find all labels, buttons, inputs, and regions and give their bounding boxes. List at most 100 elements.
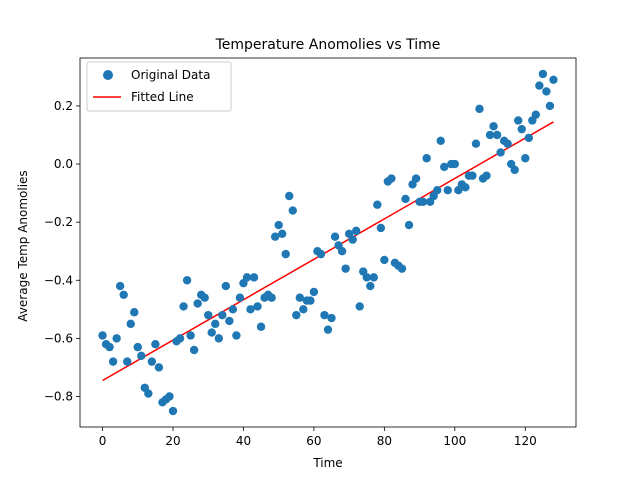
data-point <box>380 255 389 265</box>
data-point <box>535 81 544 90</box>
y-tick-label: 0.2 <box>54 99 73 113</box>
x-tick-label: 20 <box>165 434 180 448</box>
data-point <box>274 220 283 230</box>
y-tick-label: 0.0 <box>54 157 73 171</box>
data-point <box>387 174 396 183</box>
data-point <box>489 122 498 131</box>
data-point <box>538 69 548 79</box>
data-point <box>175 334 185 343</box>
data-point <box>105 342 114 352</box>
fitted-line-layer <box>102 121 554 382</box>
data-point <box>256 322 266 331</box>
data-point <box>517 124 526 134</box>
data-point <box>214 334 223 343</box>
x-axis: 0 20 40 60 80 100 120 <box>99 427 537 448</box>
data-point <box>182 276 192 285</box>
data-point <box>436 136 445 146</box>
data-point <box>211 319 220 329</box>
data-point <box>376 223 386 233</box>
data-point <box>450 159 460 169</box>
data-point <box>373 200 382 209</box>
y-axis: −0.8 −0.6 −0.4 −0.2 0.0 0.2 <box>44 99 80 403</box>
data-point <box>193 299 202 308</box>
x-tick-label: 100 <box>443 434 466 448</box>
data-point <box>351 226 361 236</box>
data-point <box>151 339 160 349</box>
y-tick-label: −0.2 <box>44 215 73 229</box>
data-point <box>144 389 153 398</box>
data-point <box>115 281 125 291</box>
data-point <box>165 392 174 401</box>
y-tick-label: −0.8 <box>44 389 73 403</box>
data-point <box>397 264 407 273</box>
data-point <box>475 104 484 114</box>
data-point <box>461 183 470 192</box>
data-point <box>362 273 371 282</box>
y-tick-label: −0.6 <box>44 331 73 345</box>
data-point <box>549 75 558 84</box>
data-point <box>337 247 347 256</box>
x-axis-label: Time <box>312 456 342 470</box>
data-point <box>401 194 410 204</box>
data-point <box>221 281 231 291</box>
data-point <box>327 313 336 323</box>
data-point <box>168 406 178 416</box>
data-point <box>285 191 294 201</box>
data-point <box>531 110 541 119</box>
data-point <box>503 139 512 148</box>
data-point <box>316 249 326 259</box>
data-point <box>323 325 333 334</box>
legend: Original Data Fitted Line <box>86 61 232 112</box>
data-point <box>492 130 502 140</box>
data-point <box>126 319 135 329</box>
chart-title: Temperature Anomolies vs Time <box>215 37 441 53</box>
data-point <box>133 342 142 352</box>
data-point <box>306 296 315 305</box>
data-point <box>295 293 305 302</box>
data-point <box>496 148 505 157</box>
x-tick-label: 80 <box>377 434 392 448</box>
data-point <box>207 328 216 337</box>
fitted-line <box>102 121 554 382</box>
data-point <box>510 165 519 175</box>
data-point <box>204 310 213 320</box>
data-point <box>320 310 329 320</box>
data-point <box>189 345 199 355</box>
data-point <box>278 229 287 238</box>
y-tick-label: −0.4 <box>44 273 73 287</box>
data-point <box>218 310 227 320</box>
x-tick-label: 40 <box>236 434 251 448</box>
data-point <box>471 139 481 148</box>
legend-marker-original-data <box>103 70 113 80</box>
data-point <box>485 130 495 140</box>
data-point <box>411 174 421 183</box>
data-point <box>542 87 551 96</box>
data-point <box>521 154 530 163</box>
data-point <box>98 331 107 340</box>
data-point <box>246 305 255 314</box>
data-points-layer <box>98 69 558 416</box>
y-axis-label: Average Temp Anomolies <box>16 170 30 321</box>
data-point <box>348 235 357 244</box>
data-point <box>355 302 364 311</box>
data-point <box>440 162 449 172</box>
data-point <box>119 290 128 299</box>
data-point <box>249 273 259 282</box>
data-point <box>228 305 238 314</box>
data-point <box>235 293 245 302</box>
data-point <box>482 171 491 180</box>
data-point <box>270 232 280 241</box>
data-point <box>130 308 139 317</box>
data-point <box>281 249 290 259</box>
data-point <box>225 316 234 326</box>
data-point <box>253 302 262 311</box>
data-point <box>242 273 252 282</box>
data-point <box>179 302 188 311</box>
legend-label-fitted-line: Fitted Line <box>131 90 194 104</box>
data-point <box>154 363 164 372</box>
data-point <box>292 310 301 320</box>
data-point <box>468 171 477 180</box>
data-point <box>137 351 146 361</box>
data-point <box>112 334 121 343</box>
